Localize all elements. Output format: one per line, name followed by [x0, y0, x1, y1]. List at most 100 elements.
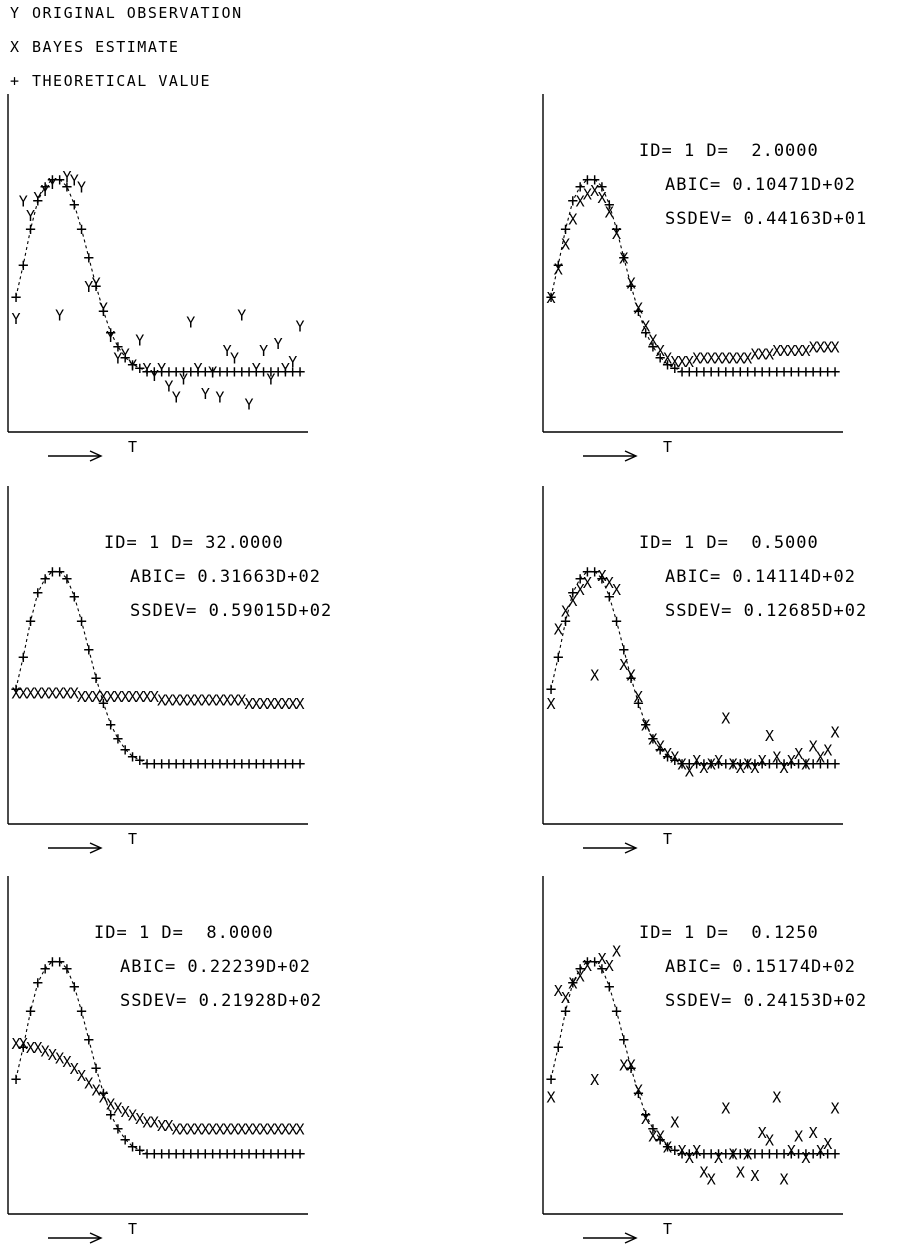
- point-theoretical: +: [648, 337, 659, 358]
- point-bayes: X: [641, 1110, 650, 1128]
- point-bayes: X: [157, 1117, 166, 1135]
- point-theoretical: +: [105, 714, 116, 735]
- annotation-ssdev: SSDEV= 0.59015D+02: [130, 601, 332, 621]
- point-theoretical: +: [742, 362, 753, 383]
- point-theoretical: +: [793, 754, 804, 775]
- point-observation: Y: [55, 307, 64, 325]
- point-observation: Y: [237, 307, 246, 325]
- point-theoretical: +: [611, 219, 622, 240]
- point-theoretical: +: [156, 1144, 167, 1165]
- point-observation: Y: [223, 342, 232, 360]
- point-bayes: X: [546, 695, 555, 713]
- point-theoretical: +: [265, 362, 276, 383]
- point-bayes: X: [546, 1089, 555, 1107]
- point-theoretical: +: [808, 362, 819, 383]
- panel-bottom-right: T+++++++++++++++++++++++++++++++++++++++…: [542, 876, 866, 1244]
- point-theoretical: +: [273, 754, 284, 775]
- point-bayes: X: [172, 691, 181, 709]
- point-observation: Y: [92, 275, 101, 293]
- point-observation: Y: [157, 360, 166, 378]
- panels: T+++++++++++++++++++++++++++++++++++++++…: [7, 94, 866, 1244]
- point-observation: Y: [245, 396, 254, 414]
- point-theoretical: +: [105, 322, 116, 343]
- point-bayes: X: [612, 581, 621, 599]
- point-theoretical: +: [793, 362, 804, 383]
- point-theoretical: +: [808, 754, 819, 775]
- point-bayes: X: [678, 756, 687, 774]
- point-observation: Y: [77, 179, 86, 197]
- theoretical-curve: [15, 178, 300, 373]
- point-bayes: X: [699, 1163, 708, 1181]
- point-bayes: X: [787, 752, 796, 770]
- point-bayes: X: [641, 317, 650, 335]
- panel-annotations: ID= 1 D= 32.0000 ABIC= 0.31663D+02 SSDEV= …: [104, 533, 332, 621]
- point-theoretical: +: [69, 976, 80, 997]
- point-bayes: X: [809, 339, 818, 357]
- point-theoretical: +: [560, 1001, 571, 1022]
- point-theoretical: +: [567, 191, 578, 212]
- point-bayes: X: [648, 731, 657, 749]
- point-bayes: X: [729, 349, 738, 367]
- point-bayes: X: [576, 581, 585, 599]
- point-bayes: X: [77, 1067, 86, 1085]
- point-bayes: X: [801, 1149, 810, 1167]
- point-bayes: X: [816, 1142, 825, 1160]
- point-bayes: X: [208, 691, 217, 709]
- point-bayes: X: [590, 667, 599, 685]
- legend-label-theoretical: THEORETICAL VALUE: [32, 72, 211, 90]
- point-observation: Y: [48, 175, 57, 193]
- point-bayes: X: [736, 349, 745, 367]
- x-axis-label: T: [663, 438, 672, 456]
- point-observation: Y: [179, 371, 188, 389]
- point-bayes: X: [55, 684, 64, 702]
- point-bayes: X: [266, 1121, 275, 1139]
- point-bayes: X: [259, 695, 268, 713]
- point-bayes: X: [678, 353, 687, 371]
- point-bayes: X: [612, 225, 621, 243]
- point-theoretical: +: [178, 362, 189, 383]
- point-bayes: X: [714, 1149, 723, 1167]
- point-observation: Y: [295, 317, 304, 335]
- point-theoretical: +: [105, 1104, 116, 1125]
- point-theoretical: +: [633, 301, 644, 322]
- point-observation: Y: [150, 367, 159, 385]
- point-theoretical: +: [691, 754, 702, 775]
- panel-middle-right: T+++++++++++++++++++++++++++++++++++++++…: [542, 486, 866, 854]
- point-bayes: X: [237, 1121, 246, 1139]
- point-theoretical: +: [749, 1144, 760, 1165]
- point-theoretical: +: [25, 219, 36, 240]
- point-theoretical: +: [677, 754, 688, 775]
- point-bayes: X: [627, 1057, 636, 1075]
- point-theoretical: +: [655, 739, 666, 760]
- point-theoretical: +: [618, 248, 629, 269]
- point-bayes: X: [237, 691, 246, 709]
- point-bayes: X: [634, 688, 643, 706]
- point-bayes: X: [554, 982, 563, 1000]
- point-theoretical: +: [699, 362, 710, 383]
- point-theoretical: +: [684, 754, 695, 775]
- point-bayes: X: [641, 716, 650, 734]
- point-theoretical: +: [214, 362, 225, 383]
- legend-label-bayes: BAYES ESTIMATE: [32, 38, 179, 56]
- point-bayes: X: [707, 349, 716, 367]
- point-theoretical: +: [771, 754, 782, 775]
- point-theoretical: +: [149, 754, 160, 775]
- point-theoretical: +: [706, 1144, 717, 1165]
- point-theoretical: +: [713, 754, 724, 775]
- point-theoretical: +: [662, 746, 673, 767]
- point-theoretical: +: [728, 362, 739, 383]
- point-theoretical: +: [185, 754, 196, 775]
- point-theoretical: +: [251, 1144, 262, 1165]
- point-bayes: X: [597, 189, 606, 207]
- point-bayes: X: [568, 592, 577, 610]
- x-arrow-head: [624, 1232, 638, 1244]
- panel-top-right: T+++++++++++++++++++++++++++++++++++++++…: [542, 94, 866, 462]
- point-theoretical: +: [185, 1144, 196, 1165]
- point-bayes: X: [707, 756, 716, 774]
- point-bayes: X: [634, 299, 643, 317]
- point-theoretical: +: [47, 951, 58, 972]
- point-bayes: X: [830, 1099, 839, 1117]
- point-observation: Y: [266, 371, 275, 389]
- point-theoretical: +: [258, 754, 269, 775]
- point-theoretical: +: [207, 362, 218, 383]
